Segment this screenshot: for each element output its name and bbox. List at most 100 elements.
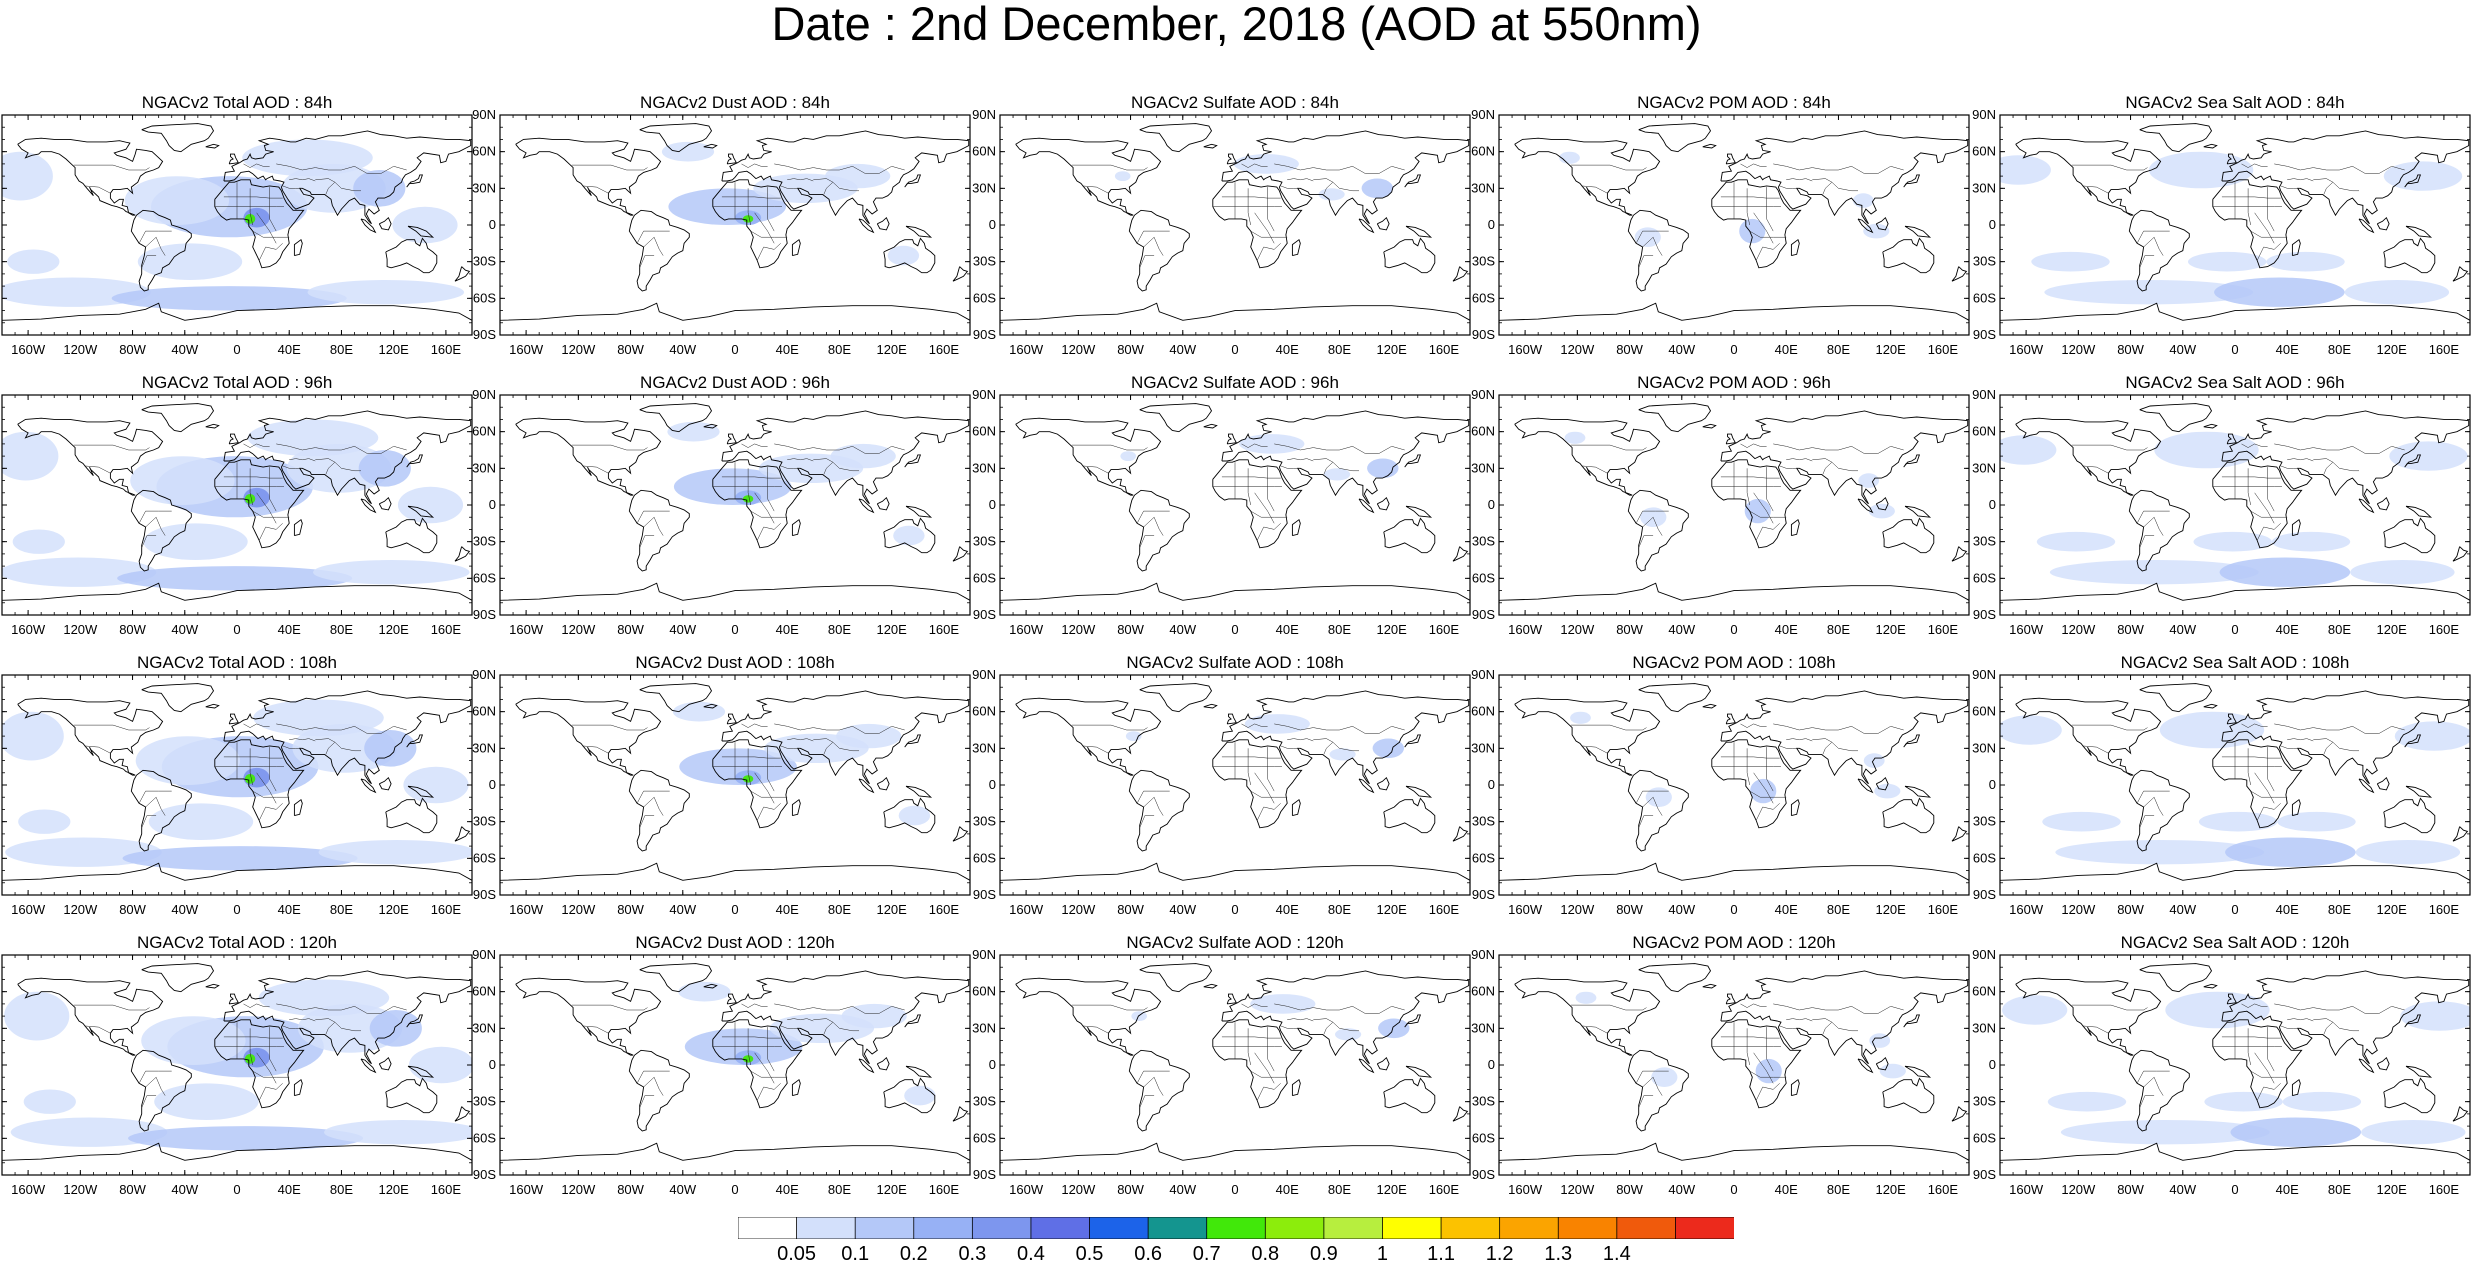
lon-tick-label: 40W	[171, 902, 198, 917]
colorbar-level-label: 1.4	[1602, 1243, 1631, 1265]
coastline	[385, 797, 438, 834]
lon-tick-label: 80W	[617, 622, 644, 637]
country-border	[1779, 1025, 1800, 1029]
lon-tick-label: 80W	[617, 902, 644, 917]
coastline	[2226, 433, 2237, 445]
map-panel: NGACv2 POM AOD : 84h 90N 60N 30N 0 30S 60S 90S 1…	[1471, 93, 1970, 357]
country-border	[249, 188, 253, 226]
coastline	[1720, 690, 1969, 785]
coastline	[712, 459, 803, 549]
coastline	[791, 798, 801, 817]
lat-tick-label: 60S	[973, 570, 996, 585]
coastline	[2139, 403, 2213, 433]
coastline	[141, 123, 215, 153]
aod-field-area	[1131, 1011, 1147, 1021]
aod-field-area	[2, 151, 53, 201]
lon-tick-label: 120W	[2061, 1182, 2096, 1197]
country-border	[1638, 815, 1654, 828]
aod-field-area	[2361, 1120, 2466, 1145]
coastline	[1882, 1077, 1935, 1114]
aod-field-area	[2389, 441, 2468, 471]
country-border	[1323, 182, 1334, 195]
lon-tick-label: 160W	[11, 342, 46, 357]
coastline	[2139, 683, 2213, 713]
colorbar-swatch	[1616, 1217, 1677, 1239]
lat-tick-label: 30S	[973, 254, 996, 269]
coastline	[2376, 216, 2390, 231]
lon-tick-label: 160E	[2429, 342, 2460, 357]
country-border	[813, 1018, 859, 1032]
coastline	[2291, 238, 2301, 257]
lon-tick-label: 80W	[1616, 902, 1643, 917]
coastline	[1711, 459, 1802, 549]
coastline	[2358, 778, 2375, 794]
lon-tick-label: 160W	[2009, 902, 2044, 917]
world-map: 90N 60N 30N 0 30S 60S 90S 160W 120W 80W 40W 0 40E 80E…	[1471, 947, 1970, 1197]
coastline	[2, 1142, 472, 1161]
country-border	[1313, 738, 1359, 752]
country-border	[750, 1070, 788, 1078]
country-border	[249, 748, 253, 786]
world-map: 90N 60N 30N 0 30S 60S 90S 160W 120W 80W 40W 0 40E 80E…	[1471, 667, 1970, 917]
country-border	[1136, 510, 1170, 524]
aod-field-area	[2344, 280, 2450, 305]
colorbar-level-label: 0.6	[1134, 1243, 1163, 1265]
aod-field-area	[1367, 458, 1399, 479]
country-border	[1139, 1095, 1155, 1108]
country-border	[1822, 742, 1833, 755]
coastline	[515, 137, 662, 216]
lon-tick-label: 80W	[2117, 1182, 2144, 1197]
coastline	[1499, 582, 1969, 601]
lon-tick-label: 120E	[2376, 1182, 2407, 1197]
coastline	[2221, 410, 2470, 505]
country-border	[639, 1095, 655, 1108]
country-border	[1287, 738, 1314, 742]
aod-field-area	[324, 1120, 472, 1145]
lon-tick-label: 40W	[2169, 902, 2196, 917]
lat-tick-label: 90N	[972, 667, 996, 682]
coastline	[407, 785, 435, 798]
lon-tick-label: 160W	[1508, 902, 1543, 917]
country-border	[269, 747, 277, 792]
coastline	[2376, 1056, 2390, 1071]
lon-tick-label: 0	[1231, 622, 1238, 637]
lat-tick-label: 90S	[1973, 887, 1996, 902]
country-border	[756, 803, 781, 821]
country-border	[2313, 1018, 2359, 1032]
country-border	[1313, 178, 1359, 192]
country-border	[1749, 1070, 1787, 1078]
lon-tick-label: 40W	[1169, 902, 1196, 917]
panel-title: NGACv2 Sulfate AOD : 84h	[1131, 93, 1339, 112]
lat-tick-label: 30S	[473, 1094, 496, 1109]
coastline	[1404, 734, 1422, 748]
coastline	[2139, 123, 2213, 153]
lon-tick-label: 80E	[828, 1182, 851, 1197]
lon-tick-label: 120E	[378, 902, 409, 917]
country-border	[1812, 458, 1858, 472]
country-border	[1256, 803, 1281, 821]
aod-field-area	[2, 557, 157, 587]
coastline	[1711, 179, 1802, 269]
country-border	[2143, 796, 2164, 816]
lat-tick-label: 60S	[1472, 570, 1495, 585]
lon-tick-label: 160E	[2429, 902, 2460, 917]
lon-tick-label: 120E	[876, 1182, 907, 1197]
country-border	[1773, 443, 1904, 454]
lon-tick-label: 160E	[929, 342, 960, 357]
aod-field-area	[1750, 778, 1777, 804]
coastline	[703, 983, 718, 989]
coastline	[639, 683, 713, 713]
panel-title: NGACv2 Sulfate AOD : 96h	[1131, 373, 1339, 392]
aod-field-area	[1874, 783, 1901, 799]
aod-field-area	[672, 701, 726, 722]
aod-field-area	[2271, 531, 2351, 552]
lon-tick-label: 0	[1231, 1182, 1238, 1197]
colorbar-level-label: 1.1	[1427, 1243, 1455, 1265]
aod-field-area	[2047, 1091, 2127, 1112]
lon-tick-label: 160W	[509, 622, 544, 637]
world-map: 90N 60N 30N 0 30S 60S 90S 160W 120W 80W 40W 0 40E 80E…	[1972, 667, 2471, 917]
lon-tick-label: 160W	[1009, 1182, 1044, 1197]
country-border	[774, 163, 905, 174]
aod-field-area	[244, 494, 256, 504]
coastline	[2404, 454, 2422, 468]
